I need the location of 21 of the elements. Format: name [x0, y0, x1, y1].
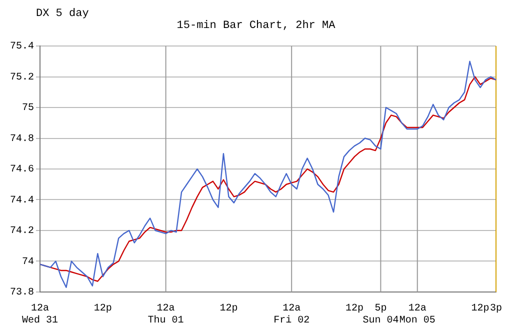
- y-tick-label: 74.2: [10, 226, 34, 238]
- y-tick-label: 74.4: [10, 195, 34, 206]
- x-tick-label: 12a Wed 31: [22, 304, 58, 327]
- x-tick-label: 12p: [471, 304, 490, 315]
- x-tick-label: 12a Thu 01: [148, 304, 184, 327]
- chart-subtitle: DX 5 day: [36, 8, 89, 20]
- chart-title: 15-min Bar Chart, 2hr MA: [176, 20, 336, 32]
- y-tick-label: 75.2: [10, 72, 34, 84]
- y-tick-label: 74: [22, 256, 34, 268]
- x-tick-label: 12p: [220, 304, 238, 315]
- y-tick-label: 75.4: [10, 42, 34, 53]
- x-tick-label: 12a Fri 02: [274, 304, 310, 327]
- y-tick-label: 74.6: [10, 164, 34, 176]
- x-tick-label: 5p Sun 04: [362, 304, 399, 327]
- y-tick-label: 73.8: [10, 288, 34, 299]
- x-tick-label: 12p: [94, 304, 112, 315]
- y-tick-label: 74.8: [10, 134, 34, 145]
- y-tick-label: 75: [22, 103, 34, 114]
- x-tick-label: 3p: [490, 304, 502, 315]
- x-tick-label: 12p: [345, 304, 364, 315]
- x-tick-label: 12a Mon 05: [399, 304, 436, 327]
